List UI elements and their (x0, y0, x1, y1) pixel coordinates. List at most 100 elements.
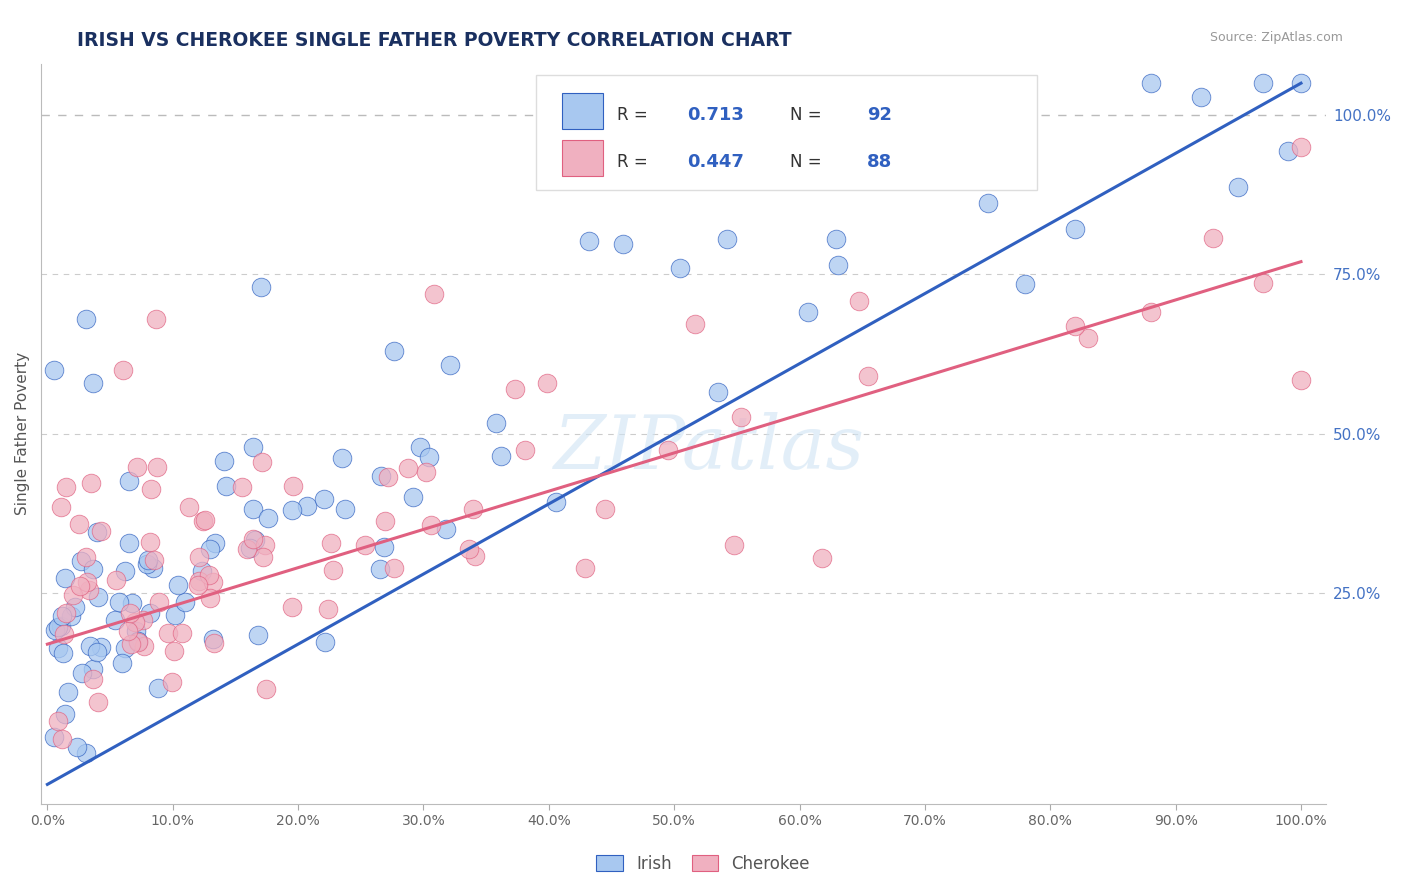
Point (163, 608, 186, 623)
Point (194, 513, 217, 527)
Point (242, 440, 264, 454)
Point (464, 549, 486, 564)
Point (1289, 373, 1312, 387)
Point (51, 609, 73, 624)
Point (370, 468, 392, 483)
Point (202, 636, 225, 650)
Point (198, 591, 221, 605)
Point (105, 573, 128, 587)
Text: 0.447: 0.447 (688, 153, 744, 171)
Point (82, 662, 104, 676)
Point (142, 553, 165, 567)
Point (418, 450, 440, 465)
Point (330, 450, 353, 465)
Point (485, 417, 508, 431)
Point (396, 461, 419, 475)
Text: N =: N = (790, 106, 827, 125)
Point (82, 376, 104, 390)
Point (723, 538, 745, 552)
Point (90, 640, 112, 654)
Point (70, 665, 93, 680)
Point (49, 619, 72, 633)
Point (82, 673, 104, 687)
Point (202, 632, 225, 646)
Point (187, 578, 209, 592)
Point (59, 609, 82, 624)
Point (86, 645, 108, 659)
Point (51, 646, 73, 660)
Point (138, 534, 160, 549)
Point (142, 561, 165, 575)
Point (70, 554, 93, 568)
Text: R =: R = (617, 153, 652, 171)
Point (536, 376, 558, 390)
Point (90, 524, 112, 538)
Point (125, 624, 148, 638)
Text: Source: ZipAtlas.com: Source: ZipAtlas.com (1209, 31, 1343, 45)
Point (402, 490, 425, 504)
Point (87, 694, 110, 708)
Point (121, 596, 143, 610)
Point (242, 502, 264, 516)
Point (458, 541, 481, 556)
Point (67, 517, 90, 532)
Point (117, 624, 139, 638)
Point (578, 234, 600, 248)
Point (139, 606, 162, 620)
Text: ZIPatlas: ZIPatlas (554, 412, 865, 485)
Point (118, 475, 141, 489)
Point (319, 536, 342, 550)
Point (242, 532, 264, 546)
Point (827, 258, 849, 272)
Point (354, 538, 377, 552)
Point (55, 480, 77, 494)
Point (236, 542, 259, 557)
Text: IRISH VS CHEROKEE SINGLE FATHER POVERTY CORRELATION CHART: IRISH VS CHEROKEE SINGLE FATHER POVERTY … (77, 31, 792, 50)
Point (683, 317, 706, 331)
Point (202, 574, 225, 589)
Point (423, 286, 446, 301)
Point (1289, 140, 1312, 154)
Point (46, 714, 69, 728)
Point (1189, 90, 1212, 104)
Point (148, 681, 170, 695)
Point (177, 500, 200, 515)
Point (254, 681, 277, 696)
Point (76, 574, 98, 589)
Point (513, 443, 536, 458)
Point (124, 615, 146, 630)
Point (53, 707, 76, 722)
Point (297, 500, 319, 514)
Point (190, 564, 212, 578)
Point (187, 574, 209, 588)
Point (1202, 231, 1225, 245)
Point (66, 740, 89, 755)
Point (63, 599, 86, 614)
Point (156, 626, 179, 640)
Point (374, 514, 396, 528)
Point (811, 551, 834, 566)
Point (593, 501, 616, 516)
Point (612, 236, 634, 251)
Point (415, 466, 437, 480)
Point (1277, 144, 1299, 158)
Point (112, 363, 135, 377)
Point (489, 449, 512, 463)
Point (281, 503, 304, 517)
Point (170, 626, 193, 640)
Point (382, 560, 405, 574)
Point (51, 500, 73, 515)
Point (120, 637, 142, 651)
Text: N =: N = (790, 153, 827, 171)
Point (384, 343, 406, 358)
Point (127, 634, 149, 648)
Point (132, 613, 155, 627)
Point (373, 540, 395, 554)
Point (187, 549, 209, 564)
Point (1289, 76, 1312, 90)
Point (136, 557, 159, 571)
Point (162, 675, 184, 690)
Point (1139, 305, 1161, 319)
Point (797, 304, 820, 318)
Point (204, 535, 226, 549)
